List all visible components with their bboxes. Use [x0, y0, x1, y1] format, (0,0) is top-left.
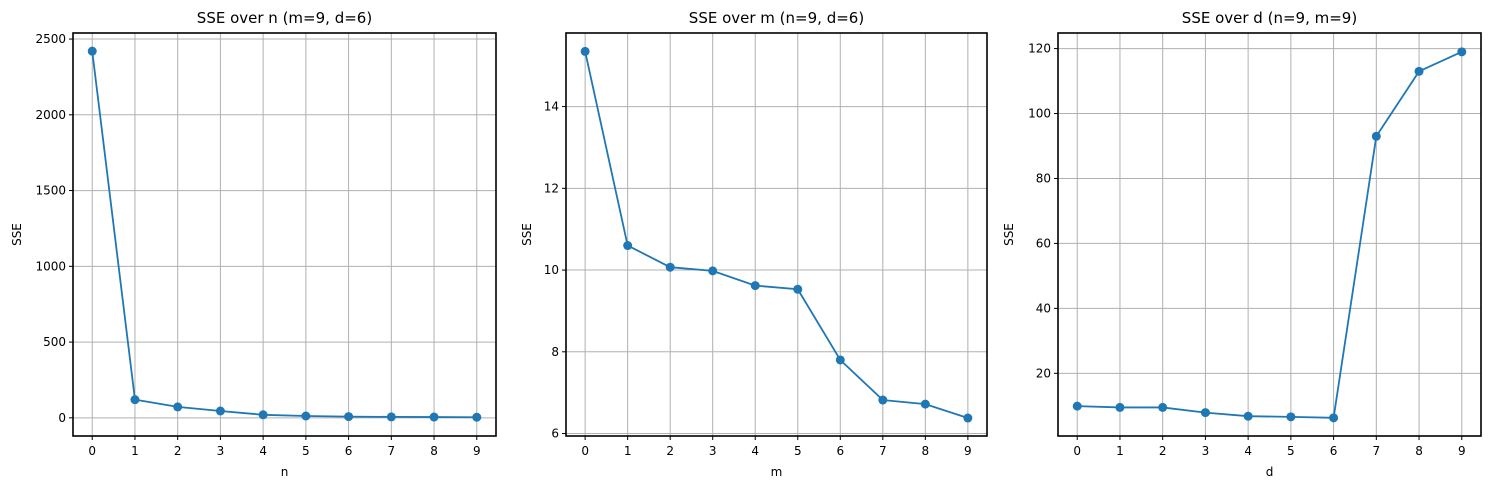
- y-tick-label: 80: [1036, 171, 1051, 185]
- data-point: [215, 406, 225, 416]
- data-point: [963, 413, 973, 423]
- y-axis-label: SSE: [10, 223, 24, 246]
- x-tick-label: 8: [430, 444, 438, 458]
- data-point: [708, 266, 718, 276]
- subplot-3: 0 1 2 3 4 5 6 7 8 9 20 40 60 80 100 120 SSE over d (n=9,…: [1002, 9, 1482, 479]
- data-point: [429, 412, 439, 422]
- y-tick-label: 120: [1028, 42, 1051, 56]
- x-tick-label: 4: [751, 444, 759, 458]
- x-tick-label: 7: [879, 444, 887, 458]
- x-axis-label: d: [1266, 465, 1274, 479]
- grid: [566, 33, 987, 436]
- data-point: [1158, 402, 1168, 412]
- y-tick-label: 1500: [35, 184, 66, 198]
- data-point: [835, 355, 845, 365]
- y-tick-label: 12: [544, 181, 559, 195]
- data-point: [920, 399, 930, 409]
- x-tick-label: 4: [1244, 444, 1252, 458]
- data-point: [1072, 401, 1082, 411]
- y-tick-label: 6: [551, 427, 559, 441]
- x-tick-label: 3: [709, 444, 717, 458]
- y-tick-label: 8: [551, 345, 559, 359]
- x-tick-label: 5: [302, 444, 310, 458]
- grid: [73, 33, 496, 436]
- x-tick-label: 2: [174, 444, 182, 458]
- x-axis-label: n: [281, 465, 289, 479]
- chart-title: SSE over m (n=9, d=6): [689, 9, 864, 27]
- data-point: [623, 241, 633, 251]
- series-line: [1077, 51, 1463, 419]
- data-point: [665, 262, 675, 272]
- series-line: [584, 51, 969, 419]
- data-point: [1286, 412, 1296, 422]
- data-point: [1329, 413, 1339, 423]
- x-tick-label: 2: [666, 444, 674, 458]
- y-tick-label: 20: [1036, 366, 1051, 380]
- plot-frame: [1057, 32, 1482, 437]
- x-tick-label: 7: [1372, 444, 1380, 458]
- data-point: [301, 411, 311, 421]
- y-tick-label: 60: [1036, 236, 1051, 250]
- data-point: [1200, 408, 1210, 418]
- chart-title: SSE over d (n=9, m=9): [1182, 9, 1357, 27]
- plot-frame: [565, 32, 988, 437]
- x-tick-label: 6: [345, 444, 353, 458]
- x-tick-label: 2: [1159, 444, 1167, 458]
- data-point: [750, 281, 760, 291]
- y-tick-label: 2500: [35, 32, 66, 46]
- y-tick-label: 100: [1028, 107, 1051, 121]
- x-tick-label: 7: [387, 444, 395, 458]
- data-point: [87, 46, 97, 56]
- data-point: [878, 395, 888, 405]
- chart-title: SSE over n (m=9, d=6): [197, 9, 372, 27]
- y-axis-label: SSE: [1002, 223, 1016, 246]
- data-point: [580, 46, 590, 56]
- y-tick-label: 10: [544, 263, 559, 277]
- y-tick-label: 14: [544, 100, 559, 114]
- x-tick-label: 5: [794, 444, 802, 458]
- x-tick-label: 1: [624, 444, 632, 458]
- x-tick-label: 9: [1458, 444, 1466, 458]
- data-point: [1371, 131, 1381, 141]
- x-tick-label: 8: [1415, 444, 1423, 458]
- x-tick-label: 0: [1073, 444, 1081, 458]
- x-tick-label: 9: [964, 444, 972, 458]
- plot-frame: [72, 32, 497, 437]
- x-tick-label: 0: [581, 444, 589, 458]
- x-tick-label: 8: [922, 444, 930, 458]
- x-tick-label: 6: [836, 444, 844, 458]
- x-tick-label: 4: [259, 444, 267, 458]
- x-tick-label: 3: [217, 444, 225, 458]
- y-axis-label: SSE: [520, 223, 534, 246]
- x-tick-label: 5: [1287, 444, 1295, 458]
- y-tick-label: 500: [43, 335, 66, 349]
- x-tick-label: 3: [1202, 444, 1210, 458]
- x-axis-label: m: [771, 465, 783, 479]
- data-point: [1115, 402, 1125, 412]
- data-point: [793, 284, 803, 294]
- x-tick-label: 1: [131, 444, 139, 458]
- y-tick-label: 1000: [35, 259, 66, 273]
- data-point: [1457, 47, 1467, 57]
- data-point: [1414, 66, 1424, 76]
- data-point: [344, 412, 354, 422]
- series-line: [91, 51, 477, 419]
- data-point: [173, 402, 183, 412]
- y-tick-label: 2000: [35, 108, 66, 122]
- data-point: [472, 412, 482, 422]
- grid: [1058, 33, 1481, 436]
- x-tick-label: 0: [88, 444, 96, 458]
- data-point: [130, 395, 140, 405]
- data-point: [386, 412, 396, 422]
- y-tick-label: 40: [1036, 301, 1051, 315]
- x-tick-label: 1: [1116, 444, 1124, 458]
- data-point: [1243, 411, 1253, 421]
- x-tick-label: 6: [1330, 444, 1338, 458]
- x-tick-label: 9: [473, 444, 481, 458]
- y-tick-label: 0: [58, 411, 66, 425]
- subplot-1: 0 1 2 3 4 5 6 7 8 9 0 500 1000 1500 2000 2500 SSE over n…: [10, 9, 497, 479]
- data-point: [258, 410, 268, 420]
